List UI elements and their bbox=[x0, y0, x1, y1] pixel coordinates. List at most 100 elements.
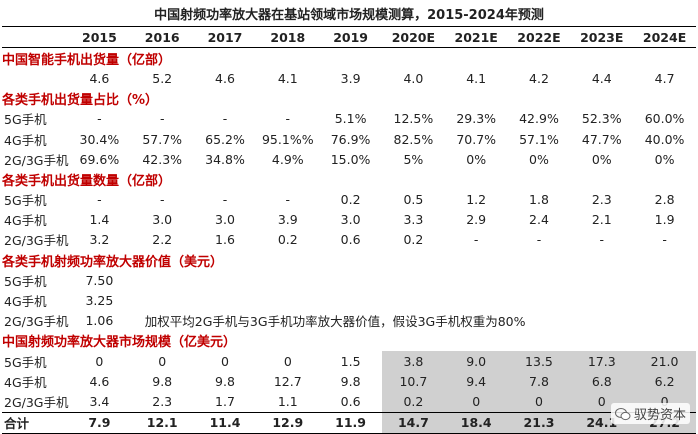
cell: 12.7 bbox=[273, 373, 302, 389]
header-cell: 2021E bbox=[444, 25, 508, 49]
cell: 12.1 bbox=[130, 411, 194, 434]
cell: 9.8 bbox=[215, 373, 235, 389]
cell: 42.3% bbox=[142, 151, 183, 167]
cell: 30.4% bbox=[79, 131, 120, 147]
cell: 7.50 bbox=[85, 272, 114, 288]
cell: 57.7% bbox=[142, 131, 183, 147]
cell: 0.6 bbox=[340, 393, 361, 409]
row-label: 5G手机 bbox=[4, 273, 47, 289]
cell: 3.0 bbox=[340, 212, 361, 228]
header-row: 2015 2016 2017 2018 2019 2020E 2021E 2022E 2023E… bbox=[2, 25, 696, 49]
section-heading-row: 中国智能手机出货量（亿部） bbox=[2, 48, 696, 69]
cell: - bbox=[222, 192, 228, 208]
cell: 3.2 bbox=[89, 232, 110, 248]
cell: 2.9 bbox=[466, 212, 487, 228]
data-table: 2015 2016 2017 2018 2019 2020E 2021E 2022E 2023E… bbox=[2, 25, 696, 434]
cell: 2.8 bbox=[654, 192, 675, 208]
cell: 12.9 bbox=[256, 411, 320, 434]
data-row: 4.6 5.2 4.6 4.1 3.9 4.0 4.1 4.2 4.4 4.7 bbox=[2, 68, 696, 88]
table-title: 中国射频功率放大器在基站领域市场规模测算，2015-2024年预测 bbox=[154, 8, 544, 23]
cell: 60.0% bbox=[644, 111, 685, 127]
cell: 9.4 bbox=[444, 371, 508, 392]
cell: 1.7 bbox=[215, 393, 235, 409]
cell: 13.5 bbox=[507, 351, 571, 372]
cell: - bbox=[285, 111, 291, 127]
cell: 4.6 bbox=[89, 373, 110, 389]
row-label: 4G手机 bbox=[4, 374, 47, 390]
cell: 40.0% bbox=[644, 131, 685, 147]
note: 加权平均2G手机与3G手机功率放大器价值，假设3G手机权重为80% bbox=[144, 314, 526, 330]
watermark-text: 驭势资本 bbox=[633, 408, 686, 423]
cell: 34.8% bbox=[205, 151, 245, 167]
section-heading: 中国射频功率放大器市场规模（亿美元） bbox=[2, 335, 237, 351]
cell: - bbox=[97, 192, 102, 208]
cell: 6.2 bbox=[633, 371, 696, 392]
cell: 4.2 bbox=[529, 70, 549, 86]
section-heading: 中国智能手机出货量（亿部） bbox=[2, 52, 172, 68]
cell: 2.3 bbox=[591, 192, 612, 208]
section-heading: 各类手机出货量占比（%） bbox=[2, 93, 159, 109]
header-cell: 2015 bbox=[68, 25, 131, 49]
row-label: 5G手机 bbox=[4, 193, 47, 209]
cell: 1.06 bbox=[85, 313, 114, 329]
cell: 3.0 bbox=[215, 212, 235, 228]
header-cell bbox=[2, 25, 68, 49]
cell: 1.8 bbox=[529, 192, 549, 208]
data-row: 5G手机 0 0 0 0 1.5 3.8 9.0 13.5 17.3 21.0 bbox=[2, 351, 696, 372]
cell: 14.7 bbox=[381, 411, 445, 434]
cell: 21.0 bbox=[633, 351, 696, 372]
cell: 7.8 bbox=[507, 371, 571, 392]
cell: 95.1%% bbox=[261, 131, 314, 147]
cell: 0.2 bbox=[277, 232, 298, 248]
cell: 4.0 bbox=[403, 70, 424, 86]
cell: 2.4 bbox=[529, 212, 549, 228]
cell: 3.0 bbox=[152, 212, 173, 228]
cell: 0 bbox=[158, 353, 167, 369]
cell: 1.6 bbox=[215, 232, 235, 248]
cell: 1.4 bbox=[89, 212, 110, 228]
cell: 10.7 bbox=[381, 371, 445, 392]
cell: 0 bbox=[95, 353, 104, 369]
empty-cell bbox=[131, 290, 696, 310]
cell: 7.9 bbox=[68, 411, 131, 434]
row-label: 4G手机 bbox=[4, 294, 47, 310]
data-row: 5G手机 7.50 bbox=[2, 270, 696, 290]
cell: - bbox=[159, 192, 165, 208]
cell: 0.6 bbox=[340, 232, 361, 248]
header-cell: 2018 bbox=[256, 25, 320, 49]
cell: 42.9% bbox=[519, 111, 559, 127]
data-row: 2G/3G手机 3.2 2.2 1.6 0.2 0.6 0.2 - - - - bbox=[2, 230, 696, 250]
header-cell: 2020E bbox=[381, 25, 445, 49]
data-row: 5G手机 - - - - 0.2 0.5 1.2 1.8 2.3 2.8 bbox=[2, 190, 696, 210]
section-heading-row: 各类手机射频功率放大器价值（美元） bbox=[2, 250, 696, 270]
cell: 0.2 bbox=[403, 232, 424, 248]
cell: 0% bbox=[591, 151, 612, 167]
row-label bbox=[2, 68, 68, 88]
cell: 4.9% bbox=[271, 151, 304, 167]
cell: 1.9 bbox=[654, 212, 675, 228]
row-label: 5G手机 bbox=[4, 354, 47, 370]
cell: 21.3 bbox=[507, 411, 571, 434]
cell: 82.5% bbox=[393, 131, 434, 147]
cell: 70.7% bbox=[456, 131, 497, 147]
header-cell: 2024E bbox=[633, 25, 696, 49]
row-label: 合计 bbox=[2, 411, 68, 434]
cell: - bbox=[599, 232, 605, 248]
cell: 5.1% bbox=[334, 111, 367, 127]
data-row: 2G/3G手机 69.6% 42.3% 34.8% 4.9% 15.0% 5% 0% 0% 0% 0… bbox=[2, 149, 696, 169]
cell: 11.9 bbox=[319, 411, 382, 434]
cell: - bbox=[473, 232, 479, 248]
watermark: 驭势资本 bbox=[610, 403, 690, 424]
row-label: 5G手机 bbox=[4, 112, 47, 128]
cell: - bbox=[662, 232, 667, 248]
data-row: 5G手机 - - - - 5.1% 12.5% 29.3% 42.9% 52.3% 60.0% bbox=[2, 109, 696, 129]
header-cell: 2023E bbox=[570, 25, 634, 49]
cell: 11.4 bbox=[193, 411, 257, 434]
cell: 0% bbox=[654, 151, 675, 167]
section-heading: 各类手机射频功率放大器价值（美元） bbox=[2, 254, 224, 270]
data-row: 2G/3G手机 3.4 2.3 1.7 1.1 0.6 0.2 0 0 0 0 bbox=[2, 391, 696, 413]
cell: 0% bbox=[466, 151, 487, 167]
cell: 0 bbox=[507, 391, 571, 413]
cell: 1.5 bbox=[340, 353, 361, 369]
